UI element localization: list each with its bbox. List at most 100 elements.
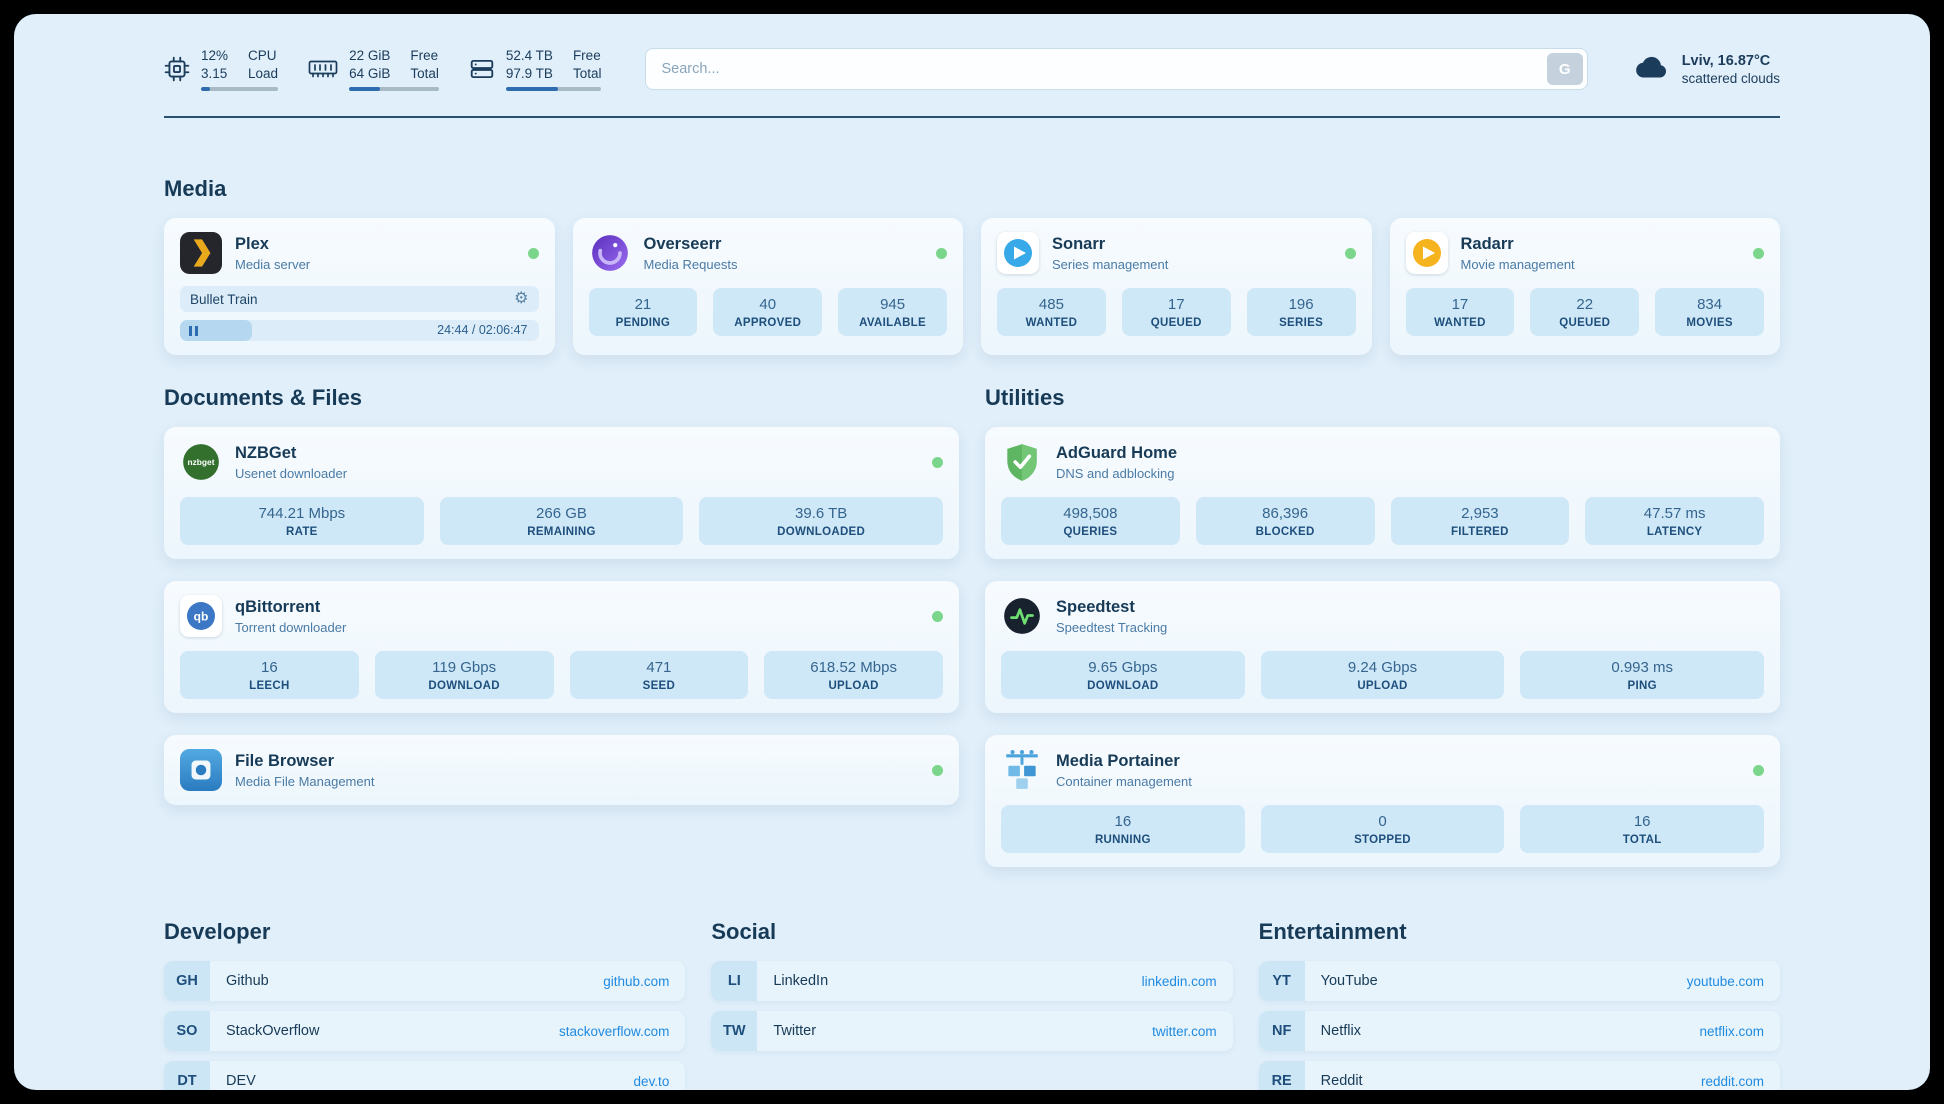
section-entertainment: Entertainment YT YouTube youtube.com NF … <box>1258 919 1780 1090</box>
link-url[interactable]: linkedin.com <box>1141 973 1217 989</box>
memory-usage-bar <box>349 87 439 92</box>
linkedin-icon: LI <box>711 961 758 1001</box>
status-dot-online <box>527 247 539 259</box>
settings-gear-icon[interactable]: ⚙ <box>514 290 529 307</box>
service-subtitle: Speedtest Tracking <box>1056 619 1168 635</box>
stat-queries: 498,508 QUERIES <box>1001 497 1180 545</box>
stat-seed: 471 SEED <box>569 651 749 699</box>
stat-approved: 40 APPROVED <box>713 288 823 336</box>
overseerr-icon <box>589 232 631 274</box>
search-engine-button[interactable]: G <box>1546 53 1583 85</box>
stat-download: 119 Gbps DOWNLOAD <box>374 651 554 699</box>
service-title: Media Portainer <box>1056 751 1180 770</box>
link-name: LinkedIn <box>773 973 829 989</box>
sonarr-icon <box>997 232 1039 274</box>
cpu-usage-bar <box>201 87 279 92</box>
link-reddit[interactable]: RE Reddit reddit.com <box>1258 1061 1780 1090</box>
netflix-icon: NF <box>1258 1011 1305 1051</box>
service-subtitle: Container management <box>1056 773 1192 789</box>
link-url[interactable]: reddit.com <box>1700 1073 1764 1089</box>
service-card-adguard[interactable]: AdGuard Home DNS and adblocking 498,508 … <box>985 427 1780 559</box>
link-dev-to[interactable]: DT DEV dev.to <box>164 1061 686 1090</box>
stackoverflow-icon: SO <box>164 1011 210 1051</box>
cpu-values: 12% 3.15 <box>201 47 229 81</box>
service-card-overseerr[interactable]: Overseerr Media Requests 21 PENDING 40 A… <box>572 218 963 355</box>
twitter-icon: TW <box>711 1011 758 1051</box>
youtube-icon: YT <box>1258 961 1305 1001</box>
stat-pending: 21 PENDING <box>588 288 698 336</box>
stat-series: 196 SERIES <box>1246 288 1356 336</box>
link-netflix[interactable]: NF Netflix netflix.com <box>1258 1011 1780 1051</box>
service-card-plex[interactable]: Plex Media server Bullet Train ⚙ 24:44 /… <box>164 218 555 355</box>
storage-drive-icon <box>469 56 495 82</box>
link-url[interactable]: twitter.com <box>1152 1023 1217 1039</box>
pause-icon[interactable] <box>189 325 198 336</box>
service-subtitle: Usenet downloader <box>235 465 348 481</box>
link-url[interactable]: stackoverflow.com <box>559 1023 670 1039</box>
link-url[interactable]: youtube.com <box>1686 973 1764 989</box>
link-name: YouTube <box>1320 973 1378 989</box>
link-url[interactable]: netflix.com <box>1699 1023 1764 1039</box>
stat-movies: 834 MOVIES <box>1655 288 1764 336</box>
adguard-shield-icon <box>1001 441 1043 483</box>
stat-blocked: 86,396 BLOCKED <box>1195 497 1375 545</box>
qbittorrent-icon: qb <box>180 595 222 637</box>
playback-progress-bar[interactable]: 24:44 / 02:06:47 <box>180 320 539 341</box>
svg-text:nzbget: nzbget <box>188 457 215 467</box>
service-subtitle: Movie management <box>1460 256 1575 272</box>
stat-upload: 9.24 Gbps UPLOAD <box>1260 651 1505 699</box>
nzbget-icon: nzbget <box>180 441 222 483</box>
section-utilities: Utilities AdGuard Home <box>985 385 1780 867</box>
svg-text:qb: qb <box>194 610 209 624</box>
service-card-portainer[interactable]: Media Portainer Container management 16 … <box>985 735 1780 867</box>
now-playing-row: Bullet Train ⚙ <box>180 286 539 312</box>
service-subtitle: Media File Management <box>235 773 375 789</box>
service-card-nzbget[interactable]: nzbget NZBGet Usenet downloader 744.21 M… <box>164 427 959 559</box>
section-title-documents: Documents & Files <box>164 385 363 410</box>
cpu-chip-icon <box>164 56 190 82</box>
link-stackoverflow[interactable]: SO StackOverflow stackoverflow.com <box>164 1011 686 1051</box>
stat-remaining: 266 GB REMAINING <box>439 497 684 545</box>
weather-condition: scattered clouds <box>1681 70 1780 86</box>
storage-labels: Free Total <box>572 47 602 81</box>
playback-time: 24:44 / 02:06:47 <box>437 323 528 337</box>
section-title-utilities: Utilities <box>985 385 1065 410</box>
search-input[interactable] <box>645 48 1588 90</box>
link-github[interactable]: GH Github github.com <box>164 961 686 1001</box>
stat-upload: 618.52 Mbps UPLOAD <box>764 651 943 699</box>
weather-location: Lviv, 16.87°C <box>1681 52 1771 69</box>
section-media: Media Plex Media server <box>164 176 1780 355</box>
service-card-filebrowser[interactable]: File Browser Media File Management <box>164 735 959 805</box>
stat-wanted: 485 WANTED <box>997 288 1106 336</box>
link-linkedin[interactable]: LI LinkedIn linkedin.com <box>711 961 1233 1001</box>
service-title: AdGuard Home <box>1056 443 1178 462</box>
status-dot-online <box>1753 247 1764 259</box>
stat-downloaded: 39.6 TB DOWNLOADED <box>699 497 943 545</box>
service-title: Radarr <box>1460 234 1514 253</box>
status-dot-online <box>932 610 943 622</box>
status-dot-online <box>932 764 943 776</box>
service-card-qbittorrent[interactable]: qb qBittorrent Torrent downloader 16 LEE… <box>164 581 959 713</box>
top-bar: 12% 3.15 CPU Load <box>164 40 1780 98</box>
link-name: Github <box>226 973 269 989</box>
service-title: File Browser <box>235 751 335 770</box>
service-title: Overseerr <box>643 234 722 253</box>
link-url[interactable]: dev.to <box>633 1073 670 1089</box>
status-dot-online <box>1344 247 1356 259</box>
link-youtube[interactable]: YT YouTube youtube.com <box>1258 961 1780 1001</box>
service-card-speedtest[interactable]: Speedtest Speedtest Tracking 9.65 Gbps D… <box>985 581 1780 713</box>
link-url[interactable]: github.com <box>603 973 670 989</box>
section-social: Social LI LinkedIn linkedin.com TW Twitt… <box>711 919 1233 1061</box>
dashboard-page: 12% 3.15 CPU Load <box>14 14 1930 1090</box>
link-name: Netflix <box>1320 1023 1361 1039</box>
service-card-sonarr[interactable]: Sonarr Series management 485 WANTED 17 Q… <box>981 218 1372 355</box>
storage-usage-fill <box>505 87 558 92</box>
service-card-radarr[interactable]: Radarr Movie management 17 WANTED 22 QUE… <box>1389 218 1780 355</box>
memory-values: 22 GiB 64 GiB <box>349 47 391 81</box>
section-developer: Developer GH Github github.com SO StackO… <box>164 919 686 1090</box>
section-title-media: Media <box>164 176 227 201</box>
stat-ping: 0.993 ms PING <box>1520 651 1764 699</box>
storage-widget: 52.4 TB 97.9 TB Free Total <box>469 47 602 92</box>
link-twitter[interactable]: TW Twitter twitter.com <box>711 1011 1233 1051</box>
plex-icon <box>180 232 222 274</box>
